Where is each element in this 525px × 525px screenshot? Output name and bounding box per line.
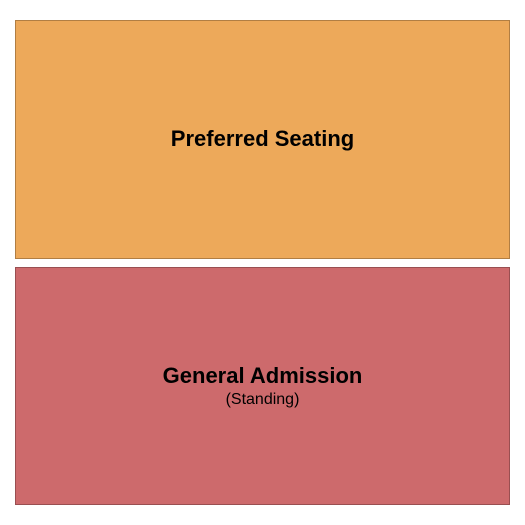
- preferred-seating-section: Preferred Seating: [15, 20, 510, 259]
- general-admission-subtitle: (Standing): [226, 391, 300, 409]
- general-admission-label: General Admission: [163, 363, 363, 389]
- general-admission-section: General Admission (Standing): [15, 267, 510, 506]
- preferred-seating-label: Preferred Seating: [171, 126, 354, 152]
